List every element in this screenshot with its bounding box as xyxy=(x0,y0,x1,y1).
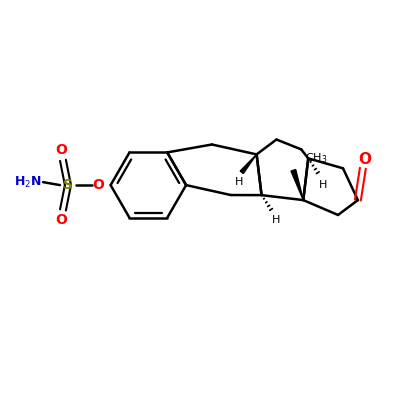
Polygon shape xyxy=(240,154,257,174)
Text: H: H xyxy=(272,215,281,225)
Text: S: S xyxy=(63,178,73,192)
Polygon shape xyxy=(291,170,303,200)
Text: O: O xyxy=(358,152,371,167)
Text: H: H xyxy=(319,180,327,190)
Text: O: O xyxy=(55,143,67,157)
Text: H: H xyxy=(234,177,243,187)
Text: O: O xyxy=(92,178,104,192)
Text: H$_2$N: H$_2$N xyxy=(14,174,42,190)
Text: CH$_3$: CH$_3$ xyxy=(305,152,328,165)
Text: O: O xyxy=(55,213,67,227)
